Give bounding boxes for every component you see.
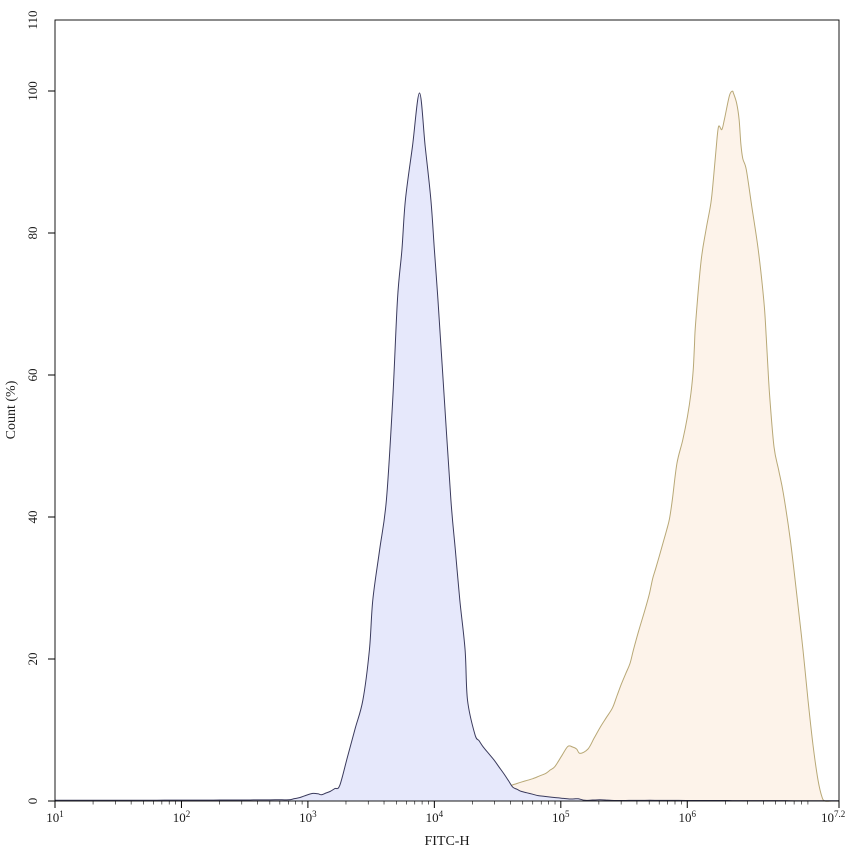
svg-text:FITC-H: FITC-H — [424, 834, 469, 849]
svg-text:103: 103 — [299, 809, 317, 825]
svg-text:105: 105 — [552, 809, 570, 825]
svg-text:106: 106 — [679, 809, 697, 825]
svg-text:40: 40 — [25, 511, 40, 524]
svg-text:107.2: 107.2 — [821, 809, 845, 825]
svg-text:102: 102 — [173, 809, 191, 825]
svg-text:Count (%): Count (%) — [4, 380, 19, 439]
svg-text:0: 0 — [25, 798, 40, 805]
svg-text:60: 60 — [25, 369, 40, 382]
svg-text:110: 110 — [25, 10, 40, 29]
svg-text:101: 101 — [46, 809, 64, 825]
svg-text:104: 104 — [426, 809, 444, 825]
svg-text:80: 80 — [25, 227, 40, 240]
svg-text:100: 100 — [25, 81, 40, 101]
svg-text:20: 20 — [25, 653, 40, 666]
